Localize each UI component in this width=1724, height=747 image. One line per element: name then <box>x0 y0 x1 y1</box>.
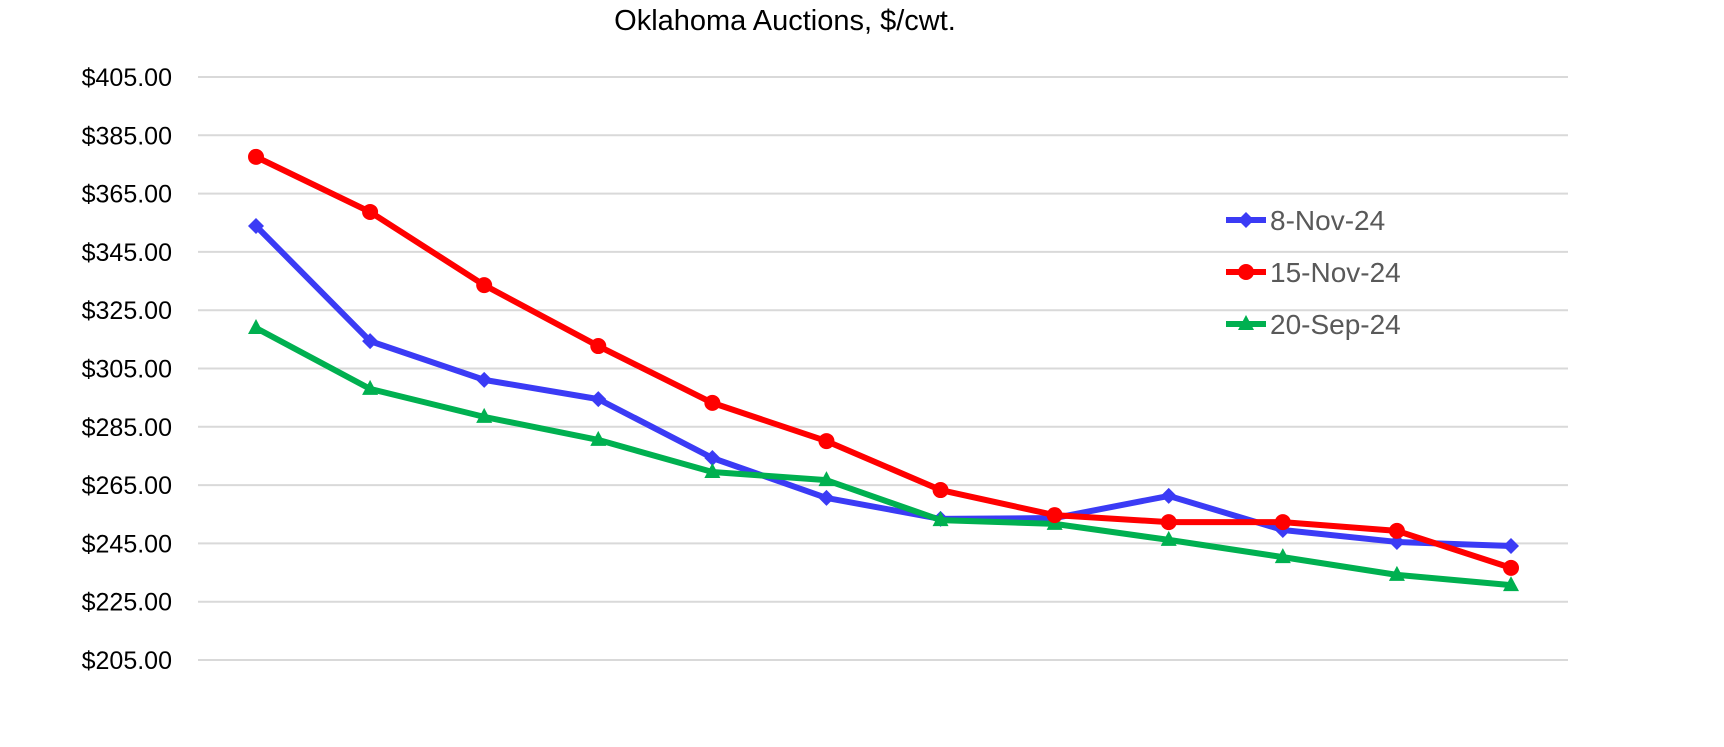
y-tick-label: $405.00 <box>82 64 172 92</box>
data-point-circle <box>1238 264 1254 280</box>
series-line <box>253 223 1512 550</box>
data-point-circle <box>1046 507 1063 524</box>
y-tick-label: $385.00 <box>82 122 172 150</box>
y-tick-label: $225.00 <box>82 589 172 617</box>
data-point-diamond <box>704 449 721 466</box>
legend-entry: 20-Sep-24 <box>1226 309 1401 340</box>
data-point-triangle <box>704 462 721 478</box>
y-tick-label: $305.00 <box>82 356 172 384</box>
data-point-triangle <box>1388 565 1405 581</box>
legend-label: 8-Nov-24 <box>1270 205 1385 236</box>
y-tick-label: $265.00 <box>82 472 172 500</box>
y-tick-label: $245.00 <box>82 530 172 558</box>
data-point-circle <box>1274 514 1291 531</box>
data-point-triangle <box>1160 530 1177 546</box>
data-point-triangle <box>932 511 949 527</box>
data-point-diamond <box>1503 538 1519 555</box>
data-point-circle <box>248 148 264 165</box>
data-point-circle <box>704 394 721 411</box>
data-point-diamond <box>248 217 264 234</box>
y-tick-label: $325.00 <box>82 297 172 325</box>
series-15-Nov-24 <box>248 148 1519 576</box>
series-line <box>254 325 1512 589</box>
data-point-triangle <box>248 318 264 334</box>
series-line <box>254 154 1512 571</box>
data-point-triangle <box>476 407 493 423</box>
y-tick-label: $345.00 <box>82 239 172 267</box>
legend-entry: 8-Nov-24 <box>1226 205 1385 236</box>
data-point-circle <box>818 433 835 450</box>
legend-label: 20-Sep-24 <box>1270 309 1401 340</box>
y-tick-label: $285.00 <box>82 414 172 442</box>
data-point-circle <box>590 338 607 355</box>
data-point-circle <box>1503 559 1519 576</box>
y-tick-label: $365.00 <box>82 181 172 209</box>
data-point-diamond <box>818 489 835 506</box>
data-point-diamond <box>590 391 607 408</box>
chart-title: Oklahoma Auctions, $/cwt. <box>614 5 956 37</box>
data-point-diamond <box>1160 487 1177 504</box>
data-point-circle <box>362 203 379 220</box>
data-point-diamond <box>1388 533 1405 550</box>
data-point-circle <box>1160 514 1177 531</box>
data-point-triangle <box>590 430 607 446</box>
data-point-triangle <box>1238 315 1254 330</box>
data-point-diamond <box>362 333 379 350</box>
data-point-diamond <box>476 371 493 388</box>
y-tick-label: $205.00 <box>82 647 172 675</box>
data-point-circle <box>476 277 493 294</box>
data-point-triangle <box>1503 576 1519 592</box>
data-point-diamond <box>1238 212 1254 228</box>
data-point-circle <box>932 482 949 499</box>
data-point-circle <box>1388 522 1405 539</box>
legend-label: 15-Nov-24 <box>1270 257 1401 288</box>
data-point-triangle <box>1274 548 1291 564</box>
legend-entry: 15-Nov-24 <box>1226 257 1401 288</box>
data-point-triangle <box>818 471 835 487</box>
series-20-Sep-24 <box>248 318 1519 592</box>
data-point-triangle <box>362 379 379 395</box>
